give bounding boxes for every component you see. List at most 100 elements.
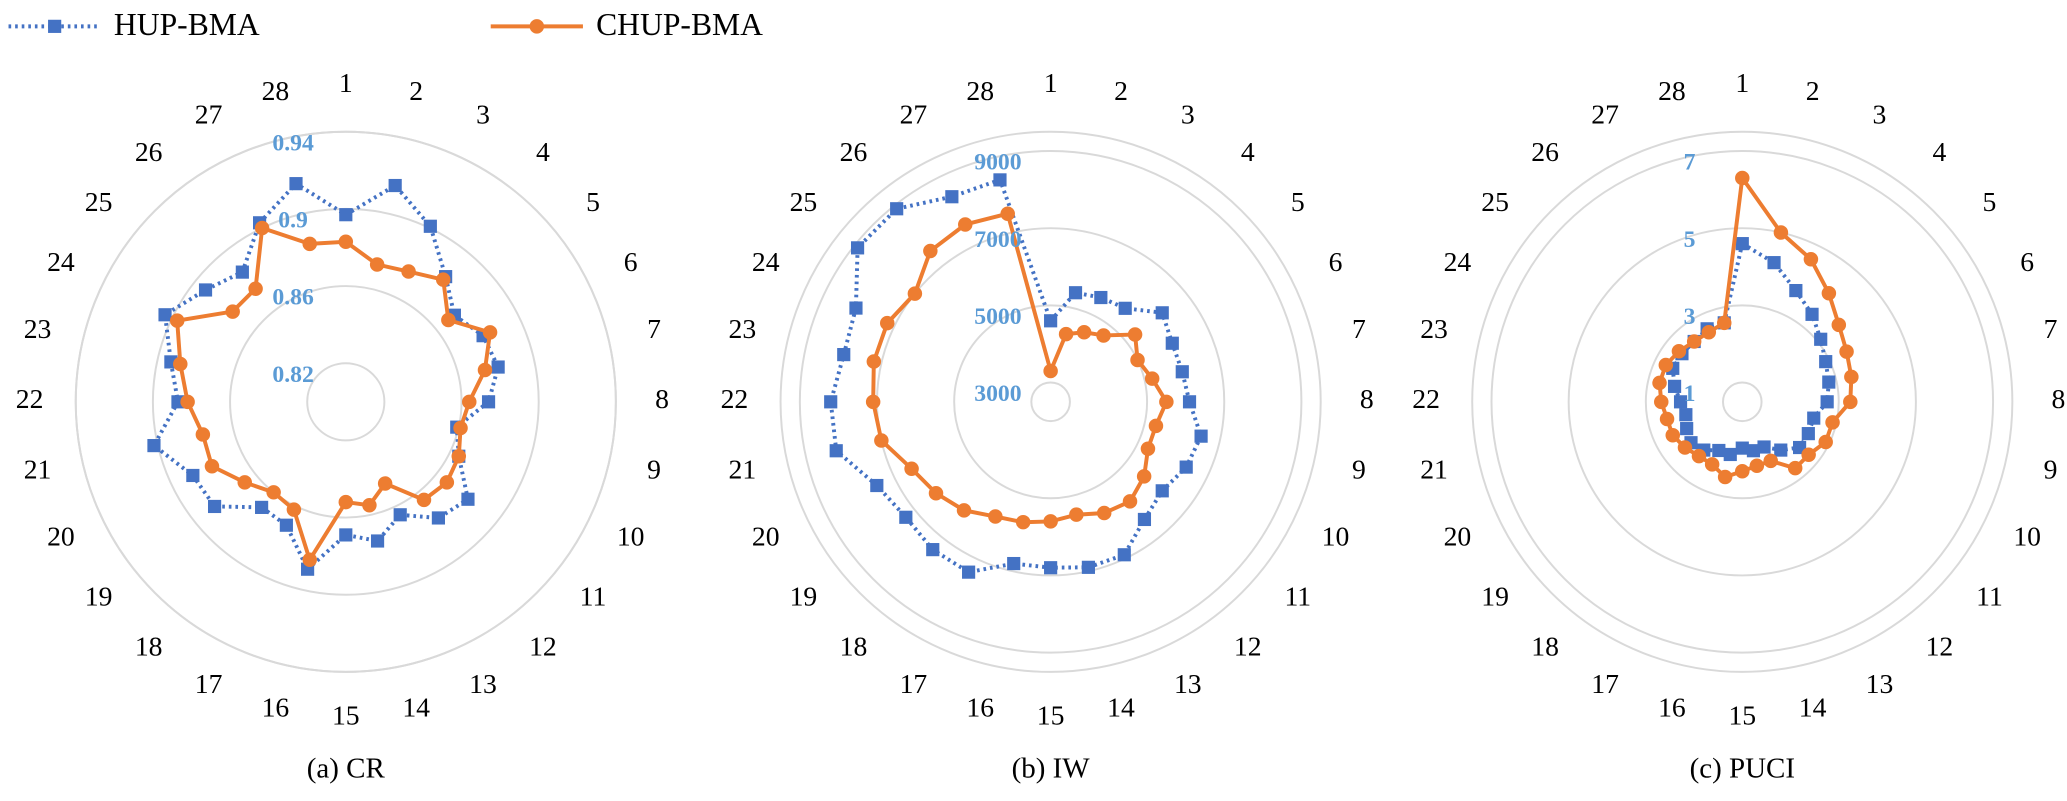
category-label: 20 <box>752 520 780 551</box>
category-label: 24 <box>47 246 75 277</box>
data-point <box>1000 206 1015 221</box>
category-label: 20 <box>47 520 75 551</box>
category-label: 26 <box>1531 136 1559 167</box>
data-point <box>338 494 354 510</box>
category-label: 6 <box>624 246 638 277</box>
data-point <box>829 444 843 458</box>
category-label: 13 <box>469 668 497 699</box>
category-label: 2 <box>1806 75 1820 106</box>
data-point <box>1839 344 1854 359</box>
category-label: 15 <box>1728 699 1756 730</box>
data-point <box>1757 440 1771 454</box>
data-point <box>1007 556 1021 571</box>
data-point <box>1843 394 1858 410</box>
category-label: 7 <box>2044 313 2058 344</box>
data-point <box>1825 415 1840 430</box>
category-label: 23 <box>24 313 52 344</box>
category-label: 28 <box>1658 75 1686 106</box>
grid-ring <box>306 362 386 442</box>
data-point <box>1155 484 1169 498</box>
series-line <box>151 181 501 573</box>
data-point <box>1058 326 1074 342</box>
category-label: 20 <box>1444 520 1472 551</box>
radial-tick-label: 7000 <box>974 227 1021 253</box>
category-label: 9 <box>1352 454 1366 485</box>
data-point <box>491 360 505 374</box>
grid-ring <box>798 150 1303 654</box>
data-point <box>988 509 1003 524</box>
data-point <box>1701 325 1717 340</box>
data-point <box>962 565 976 579</box>
data-point <box>1144 371 1160 386</box>
radial-tick-label: 5 <box>1684 227 1696 253</box>
category-label: 7 <box>1352 313 1366 344</box>
data-point <box>1667 379 1682 393</box>
category-label: 27 <box>195 98 223 129</box>
data-point <box>1704 457 1720 472</box>
series-line <box>1670 240 1831 457</box>
category-label: 28 <box>966 75 994 106</box>
data-point <box>1096 328 1111 343</box>
data-point <box>993 173 1007 187</box>
data-point <box>1194 429 1208 443</box>
category-label: 10 <box>1322 520 1350 551</box>
data-point <box>1819 355 1833 369</box>
data-point <box>1127 327 1143 342</box>
data-point <box>462 394 477 410</box>
data-point <box>1159 394 1174 410</box>
category-label: 8 <box>1360 383 1374 414</box>
data-point <box>158 308 172 322</box>
data-point <box>207 499 222 514</box>
data-point <box>169 313 185 328</box>
data-point <box>1044 314 1058 328</box>
data-point <box>1096 505 1112 521</box>
data-point <box>1686 334 1702 349</box>
data-point <box>1767 256 1781 270</box>
category-label: 16 <box>262 691 290 722</box>
legend-marker <box>48 19 62 33</box>
data-point <box>1717 469 1733 485</box>
category-label: 27 <box>1591 98 1619 129</box>
data-point <box>1807 411 1821 425</box>
data-point <box>451 448 467 464</box>
data-point <box>289 177 303 191</box>
data-point <box>890 202 904 216</box>
category-label: 22 <box>16 383 44 414</box>
data-point <box>1803 252 1819 267</box>
data-point <box>431 511 446 525</box>
category-label: 8 <box>2052 383 2066 414</box>
data-point <box>204 459 220 474</box>
data-point <box>824 395 838 409</box>
data-point <box>899 510 913 524</box>
category-label: 19 <box>85 580 113 611</box>
data-point <box>1122 494 1138 509</box>
category-label: 23 <box>729 313 757 344</box>
data-point <box>907 286 923 301</box>
data-point <box>186 468 200 483</box>
category-label: 4 <box>1241 136 1255 167</box>
data-point <box>1831 317 1847 333</box>
category-label: 19 <box>1481 580 1509 611</box>
series-line <box>871 211 1169 525</box>
grid-ring <box>1471 130 2014 673</box>
data-point <box>923 243 938 259</box>
category-label: 5 <box>1983 186 1997 217</box>
data-point <box>1069 507 1084 522</box>
category-label: 21 <box>24 454 52 485</box>
category-label: 1 <box>339 67 353 98</box>
legend-label: CHUP-BMA <box>596 7 763 42</box>
data-point <box>477 362 493 378</box>
data-point <box>369 257 385 272</box>
grid-ring <box>1722 381 1763 423</box>
grid-ring <box>779 130 1322 673</box>
data-point <box>1043 363 1058 379</box>
chart-title: (c) PUCI <box>1690 752 1795 784</box>
data-point <box>1789 283 1803 298</box>
data-point <box>1148 418 1164 434</box>
category-label: 12 <box>1234 630 1262 661</box>
data-point <box>248 281 263 296</box>
data-point <box>1671 344 1687 359</box>
data-point <box>147 439 161 453</box>
data-point <box>956 503 972 518</box>
data-point <box>1821 285 1837 301</box>
